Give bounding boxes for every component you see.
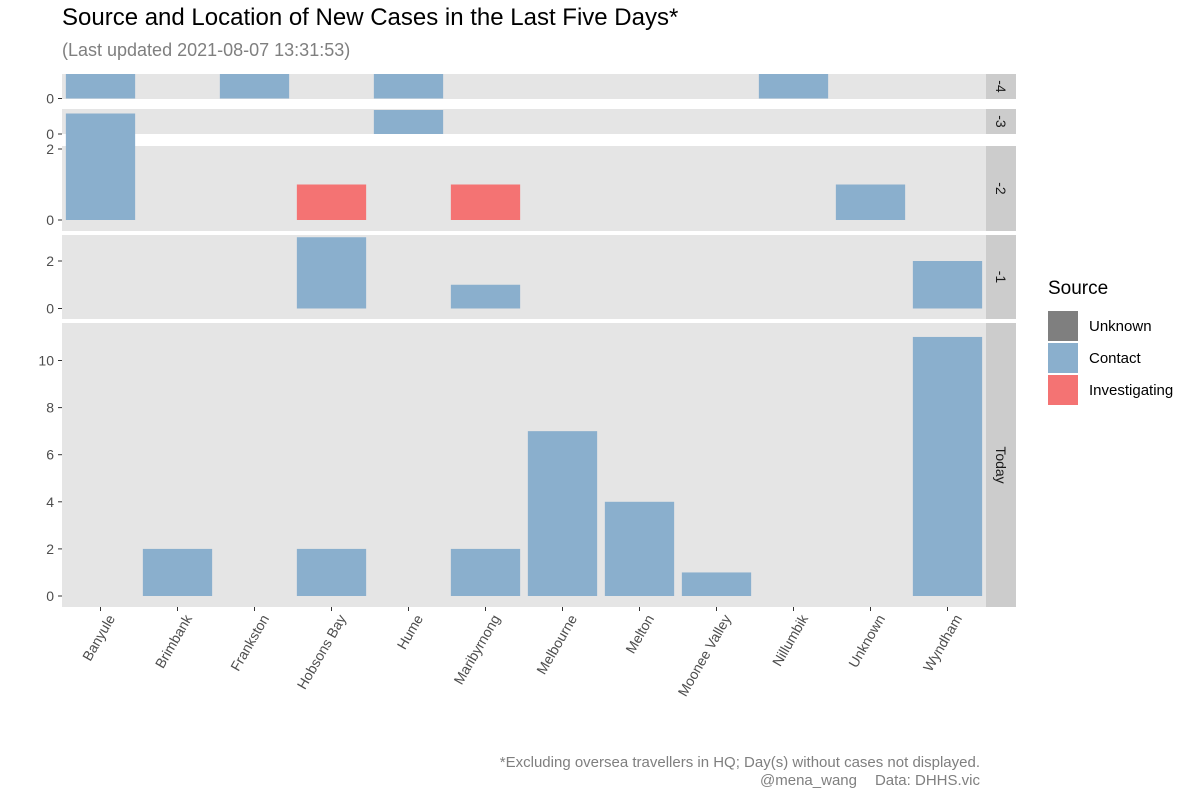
bar-maribyrnong — [450, 548, 521, 596]
y-tick-label: 8 — [46, 400, 54, 416]
facet-strip — [986, 235, 1016, 319]
caption-handle: @mena_wang — [760, 772, 857, 789]
legend-item-contact: Contact — [1048, 342, 1173, 374]
bar-hobsons-bay — [296, 184, 367, 220]
bar-hobsons-bay — [296, 237, 367, 309]
bar-banyule — [65, 74, 136, 99]
facet-strip — [986, 109, 1016, 134]
x-tick-label: Banyule — [79, 612, 118, 664]
bar-nillumbik — [758, 74, 829, 99]
y-tick-label: 0 — [46, 588, 54, 604]
caption: *Excluding oversea travellers in HQ; Day… — [500, 754, 980, 790]
facet-strip-label: Today — [993, 446, 1009, 483]
bar-maribyrnong — [450, 184, 521, 220]
bar-maribyrnong — [450, 284, 521, 309]
bar-hume — [373, 74, 444, 99]
bar-hobsons-bay — [296, 548, 367, 596]
y-tick-label: 0 — [46, 301, 54, 317]
bar-wyndham — [912, 261, 983, 309]
x-tick-label: Brimbank — [152, 611, 196, 671]
panel-background — [62, 74, 986, 99]
chart-subtitle: (Last updated 2021-08-07 13:31:53) — [62, 40, 351, 60]
caption-credits: @mena_wang Data: DHHS.vic — [500, 772, 980, 790]
panel-background — [62, 235, 986, 319]
panel-background — [62, 323, 986, 607]
y-tick-label: 0 — [46, 126, 54, 142]
facet-strip — [986, 146, 1016, 231]
legend-label-investigating: Investigating — [1089, 381, 1174, 399]
x-tick-label: Maribyrnong — [450, 612, 503, 687]
facet-strip-label: -4 — [993, 80, 1009, 93]
x-tick-label: Moonee Valley — [674, 612, 734, 699]
bar-frankston — [219, 74, 290, 99]
facet-strip — [986, 74, 1016, 99]
legend-key-investigating — [1048, 375, 1078, 405]
bar-melton — [604, 501, 675, 596]
x-tick-label: Unknown — [845, 612, 888, 671]
legend-label-unknown: Unknown — [1089, 317, 1152, 335]
facet-strip-label: -1 — [993, 271, 1009, 284]
y-tick-label: 0 — [46, 91, 54, 107]
y-tick-label: 2 — [46, 141, 54, 157]
y-tick-label: 6 — [46, 447, 54, 463]
legend-key-unknown — [1048, 311, 1078, 341]
x-tick-label: Hume — [394, 612, 427, 653]
bar-moonee-valley — [681, 572, 752, 596]
x-tick-label: Melbourne — [533, 612, 580, 677]
bar-unknown — [835, 184, 906, 220]
legend-item-investigating: Investigating — [1048, 374, 1173, 406]
bar-wyndham — [912, 336, 983, 596]
y-tick-label: 4 — [46, 494, 54, 510]
x-tick-label: Melton — [622, 612, 657, 656]
facet-strip-label: -2 — [993, 182, 1009, 195]
y-tick-label: 10 — [38, 353, 54, 369]
caption-note: *Excluding oversea travellers in HQ; Day… — [499, 754, 980, 771]
x-tick-label: Frankston — [227, 612, 272, 674]
legend-key-contact — [1048, 343, 1078, 373]
x-tick-label: Hobsons Bay — [294, 612, 349, 692]
caption-source: Data: DHHS.vic — [874, 772, 980, 789]
x-tick-label: Wyndham — [920, 612, 965, 674]
bar-melbourne — [527, 431, 598, 596]
facet-strip-label: -3 — [993, 115, 1009, 128]
legend: Source Unknown Contact Investigating — [1048, 278, 1173, 406]
legend-title: Source — [1048, 278, 1109, 299]
y-tick-label: 2 — [46, 541, 54, 557]
legend-label-contact: Contact — [1089, 349, 1141, 367]
bar-hume — [373, 110, 444, 134]
panel-background — [62, 109, 986, 134]
facet-strip — [986, 323, 1016, 607]
panel-background — [62, 146, 986, 231]
bar-brimbank — [142, 548, 213, 596]
legend-item-unknown: Unknown — [1048, 310, 1173, 342]
bar-banyule — [65, 113, 136, 220]
y-tick-label: 2 — [46, 253, 54, 269]
chart-title: Source and Location of New Cases in the … — [62, 4, 679, 31]
y-tick-label: 0 — [46, 212, 54, 228]
x-tick-label: Nillumbik — [769, 611, 812, 669]
